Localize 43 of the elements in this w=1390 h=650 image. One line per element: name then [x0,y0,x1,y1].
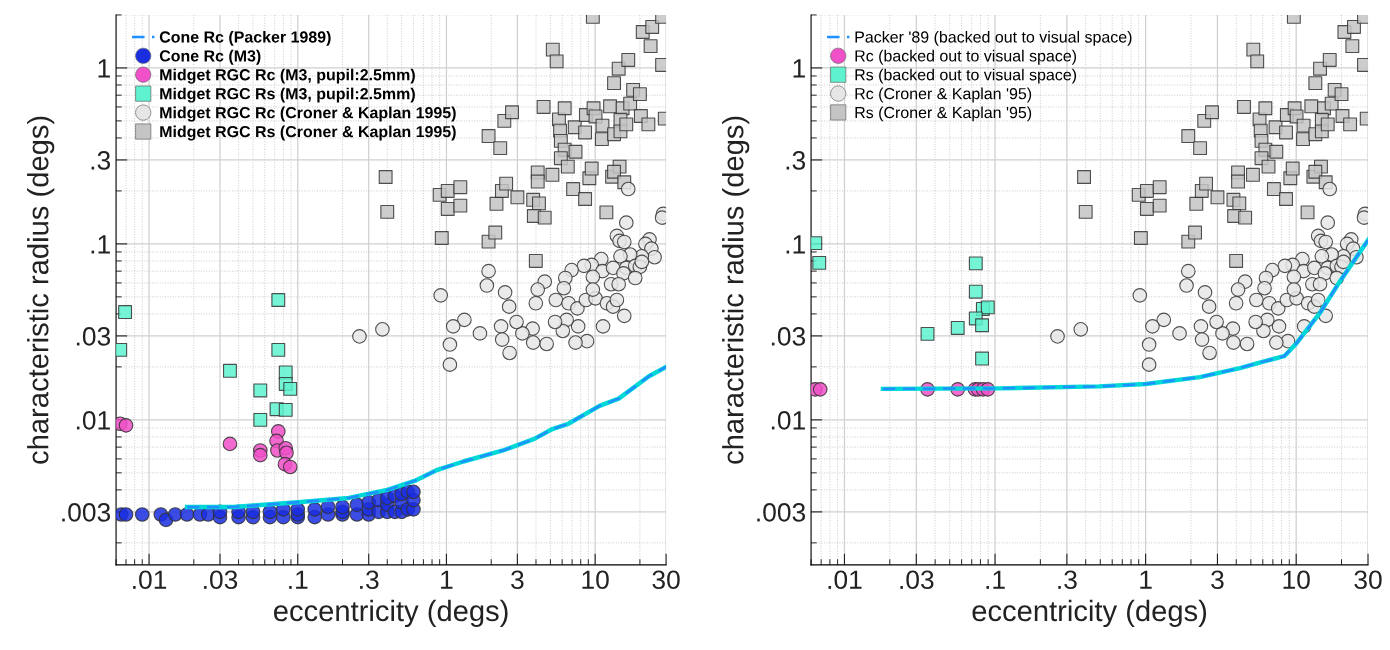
x-tick-label: .03 [900,570,934,590]
legend-label: Midget RGC Rc (Croner & Kaplan 1995) [160,106,456,122]
x-tick-label: .3 [1058,570,1077,590]
x-tick-label: 10 [1283,570,1310,590]
legend-label: Midget RGC Rs (Croner & Kaplan 1995) [160,125,456,141]
x-tick-label: .1 [986,570,1005,589]
x-tick-label: 1 [1140,570,1152,589]
legend-label: Rs (backed out to visual space) [855,68,1077,84]
y-tick-label: .3 [91,151,111,170]
x-tick-label: .01 [133,570,167,590]
x-tick-label: 30 [652,570,680,590]
legend-label: Packer '89 (backed out to visual space) [855,30,1132,46]
y-tick-label: 1 [793,59,805,78]
legend-label: Rc (Croner & Kaplan '95) [855,87,1032,103]
x-axis-title: eccentricity (degs) [972,599,1207,628]
legend-label: Midget RGC Rc (M3, pupil:2.5mm) [160,68,415,84]
x-tick-label: 3 [511,570,524,590]
y-tick-label: 1 [98,59,110,78]
y-tick-label: .01 [76,411,110,430]
legend-label: Rs (Croner & Kaplan '95) [855,106,1032,122]
legend-label: Midget RGC Rs (M3, pupil:2.5mm) [160,87,415,103]
y-tick-label: .01 [771,411,805,430]
y-axis-title: characteristic radius (degs) [722,116,750,464]
x-tick-label: 1 [441,570,453,589]
x-tick-label: .1 [289,570,308,589]
x-tick-label: .3 [360,570,379,590]
y-axis-title: characteristic radius (degs) [27,116,55,464]
y-tick-label: .1 [786,235,805,254]
x-tick-label: 10 [582,570,609,590]
legend-label: Rc (backed out to visual space) [855,49,1077,65]
x-tick-label: .01 [828,570,862,590]
y-tick-label: .3 [786,151,806,170]
legend-label: Cone Rc (Packer 1989) [159,30,331,46]
y-tick-label: .003 [62,503,111,522]
x-tick-label: 3 [1211,570,1224,590]
x-tick-label: .03 [204,570,238,590]
y-tick-label: .003 [757,503,806,522]
x-axis-title: eccentricity (degs) [274,599,508,628]
y-tick-label: .03 [771,327,806,346]
y-tick-label: .1 [91,235,110,254]
legend-label: Cone Rc (M3) [159,49,261,65]
y-tick-label: .03 [76,327,111,346]
x-tick-label: 30 [1354,570,1382,590]
